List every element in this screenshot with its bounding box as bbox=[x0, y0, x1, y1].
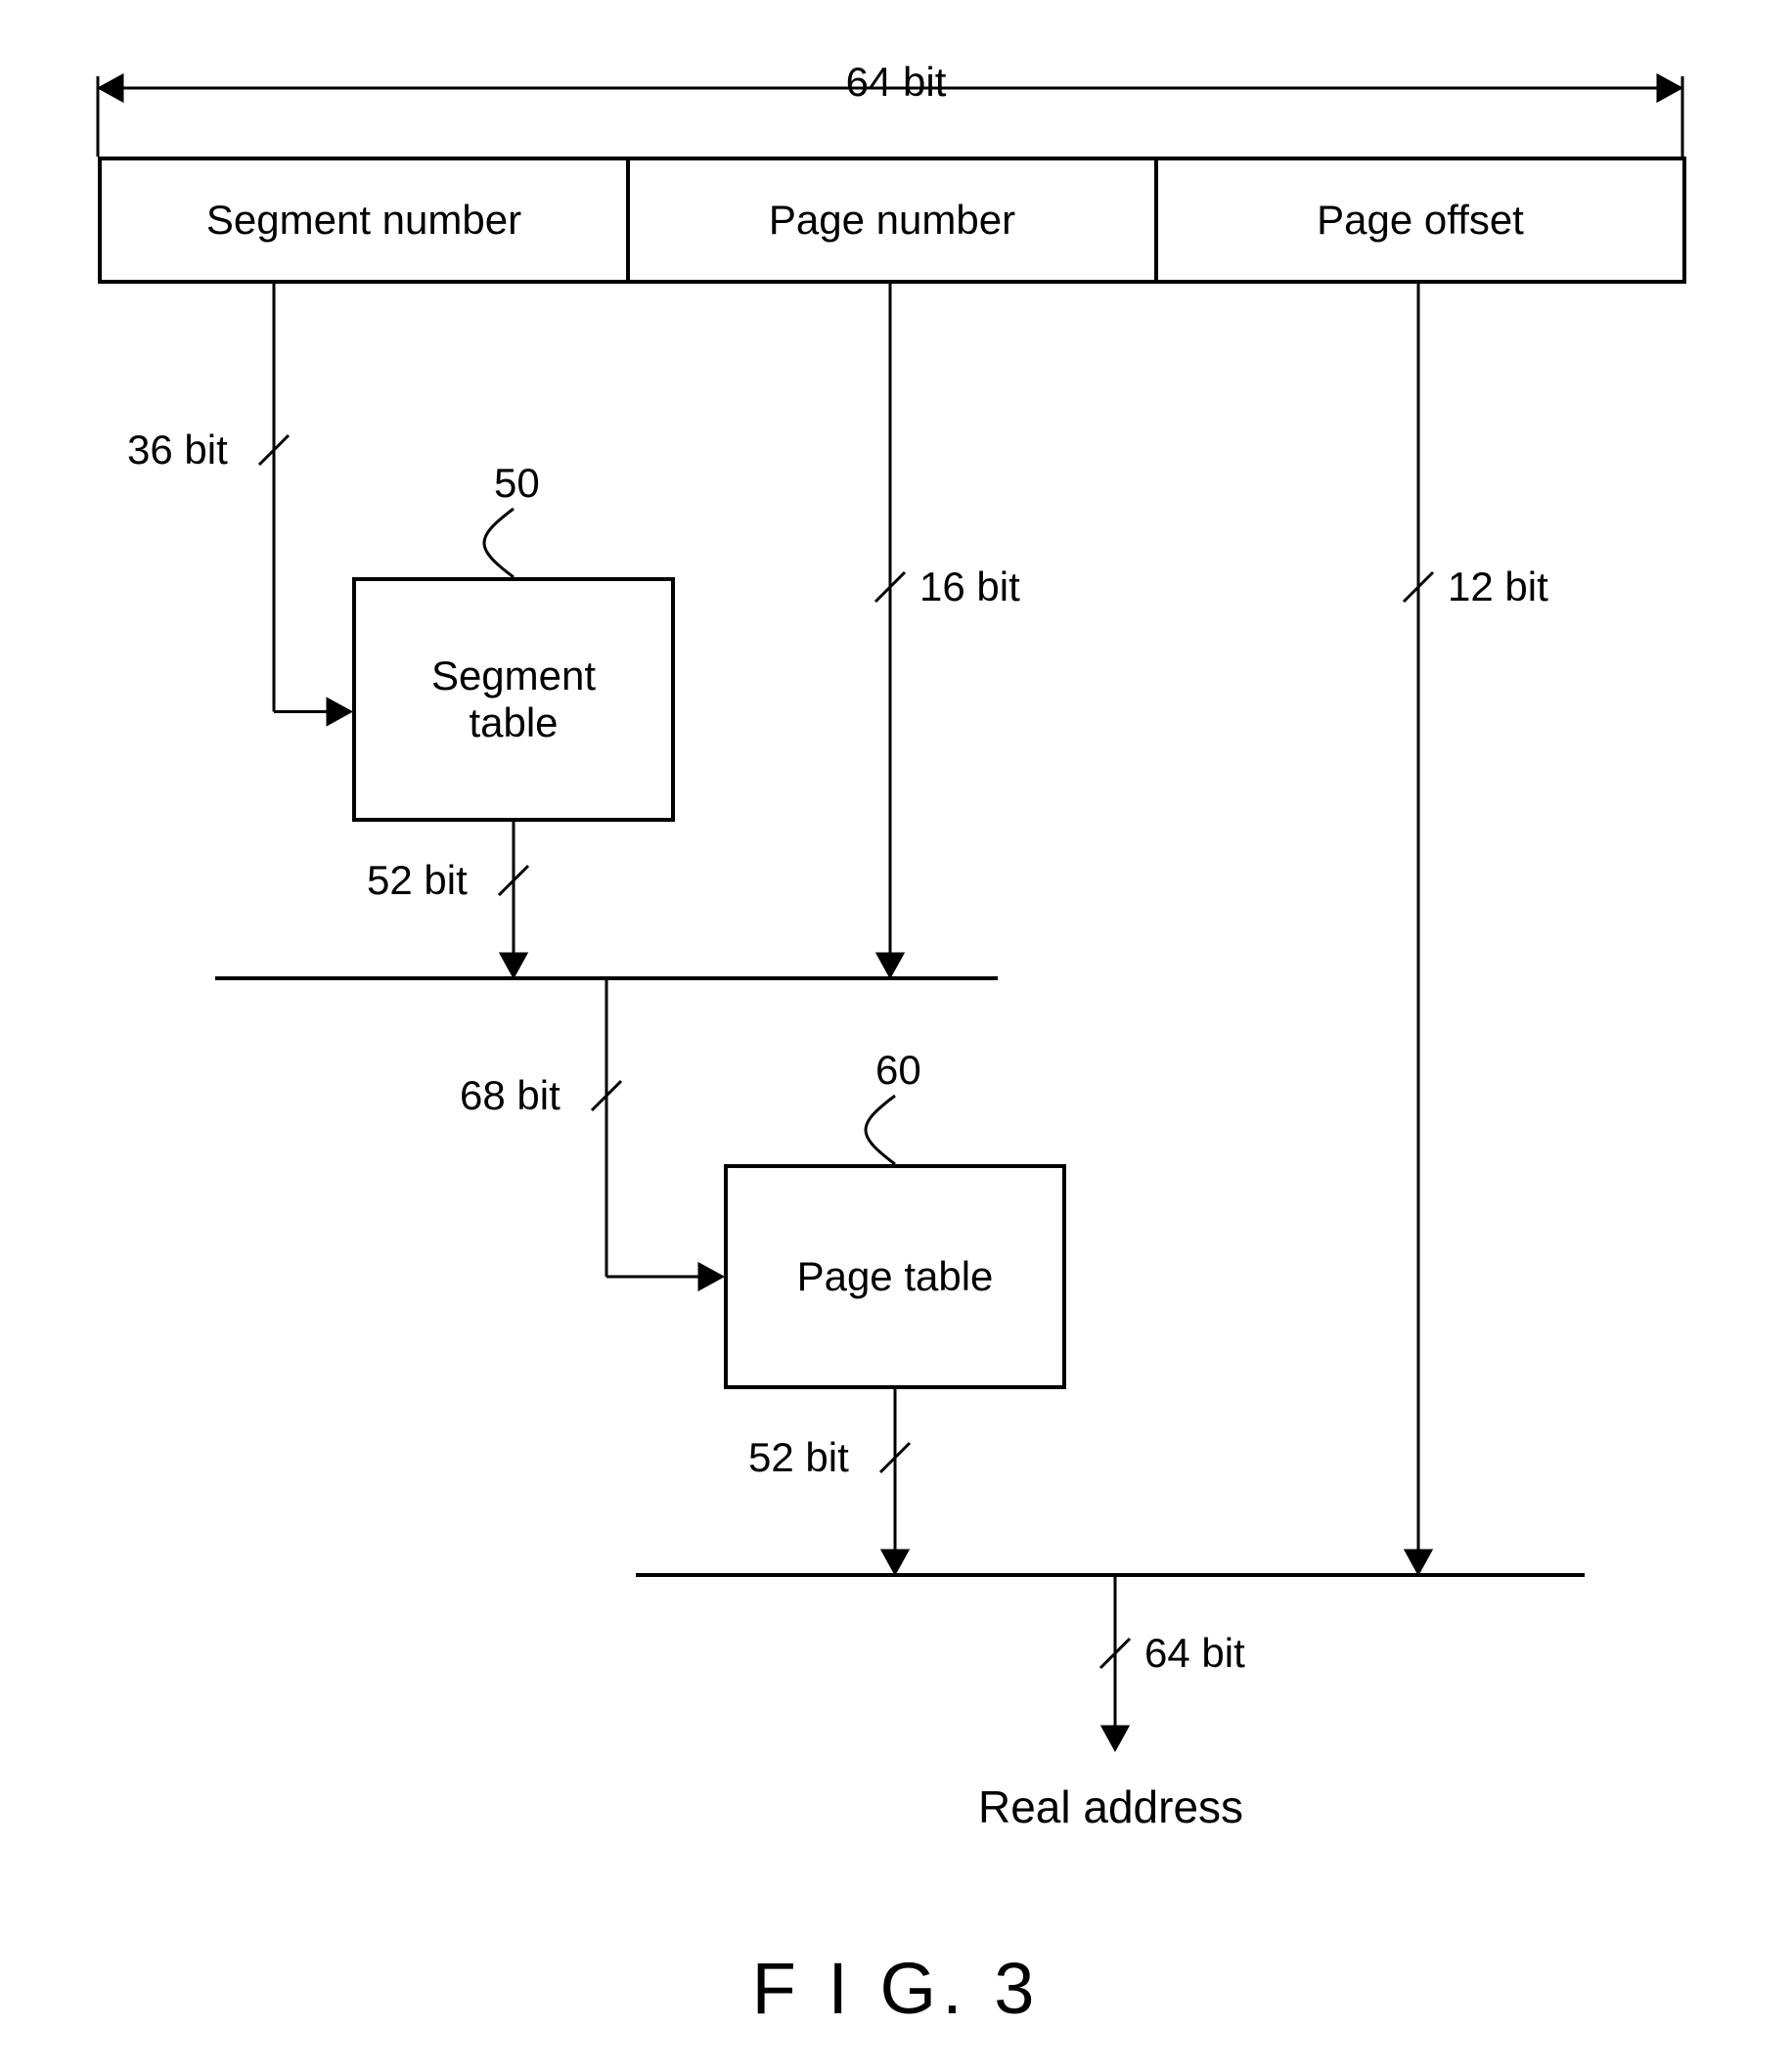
page-out-bits-label: 52 bit bbox=[748, 1434, 849, 1481]
addr-cell-offset-label: Page offset bbox=[1317, 197, 1524, 244]
segment-table-box: Segmenttable bbox=[352, 577, 675, 822]
final-bits-label: 64 bit bbox=[1144, 1630, 1245, 1677]
segment-table-label: Segmenttable bbox=[431, 653, 596, 747]
offset-bits-label: 12 bit bbox=[1448, 563, 1548, 610]
page-bits-label: 16 bit bbox=[919, 563, 1020, 610]
page-table-label: Page table bbox=[797, 1253, 994, 1300]
addr-cell-offset: Page offset bbox=[1154, 157, 1686, 284]
segment-table-ref: 50 bbox=[494, 460, 540, 507]
addr-cell-page: Page number bbox=[626, 157, 1158, 284]
figure-stage: 64 bit Segment number Page number Page o… bbox=[0, 0, 1792, 2072]
page-table-box: Page table bbox=[724, 1164, 1066, 1389]
seg-bits-label: 36 bit bbox=[127, 427, 228, 473]
addr-cell-page-label: Page number bbox=[769, 197, 1015, 244]
seg-out-bits-label: 52 bit bbox=[367, 857, 468, 904]
figure-label: F I G. 3 bbox=[0, 1947, 1792, 2030]
real-address-label: Real address bbox=[978, 1780, 1243, 1833]
join1-out-bits-label: 68 bit bbox=[460, 1072, 560, 1119]
page-table-ref: 60 bbox=[875, 1047, 921, 1094]
wire-layer bbox=[0, 0, 1792, 2072]
addr-cell-segment-label: Segment number bbox=[206, 197, 521, 244]
addr-cell-segment: Segment number bbox=[98, 157, 630, 284]
total-bits-label: 64 bit bbox=[0, 59, 1792, 106]
